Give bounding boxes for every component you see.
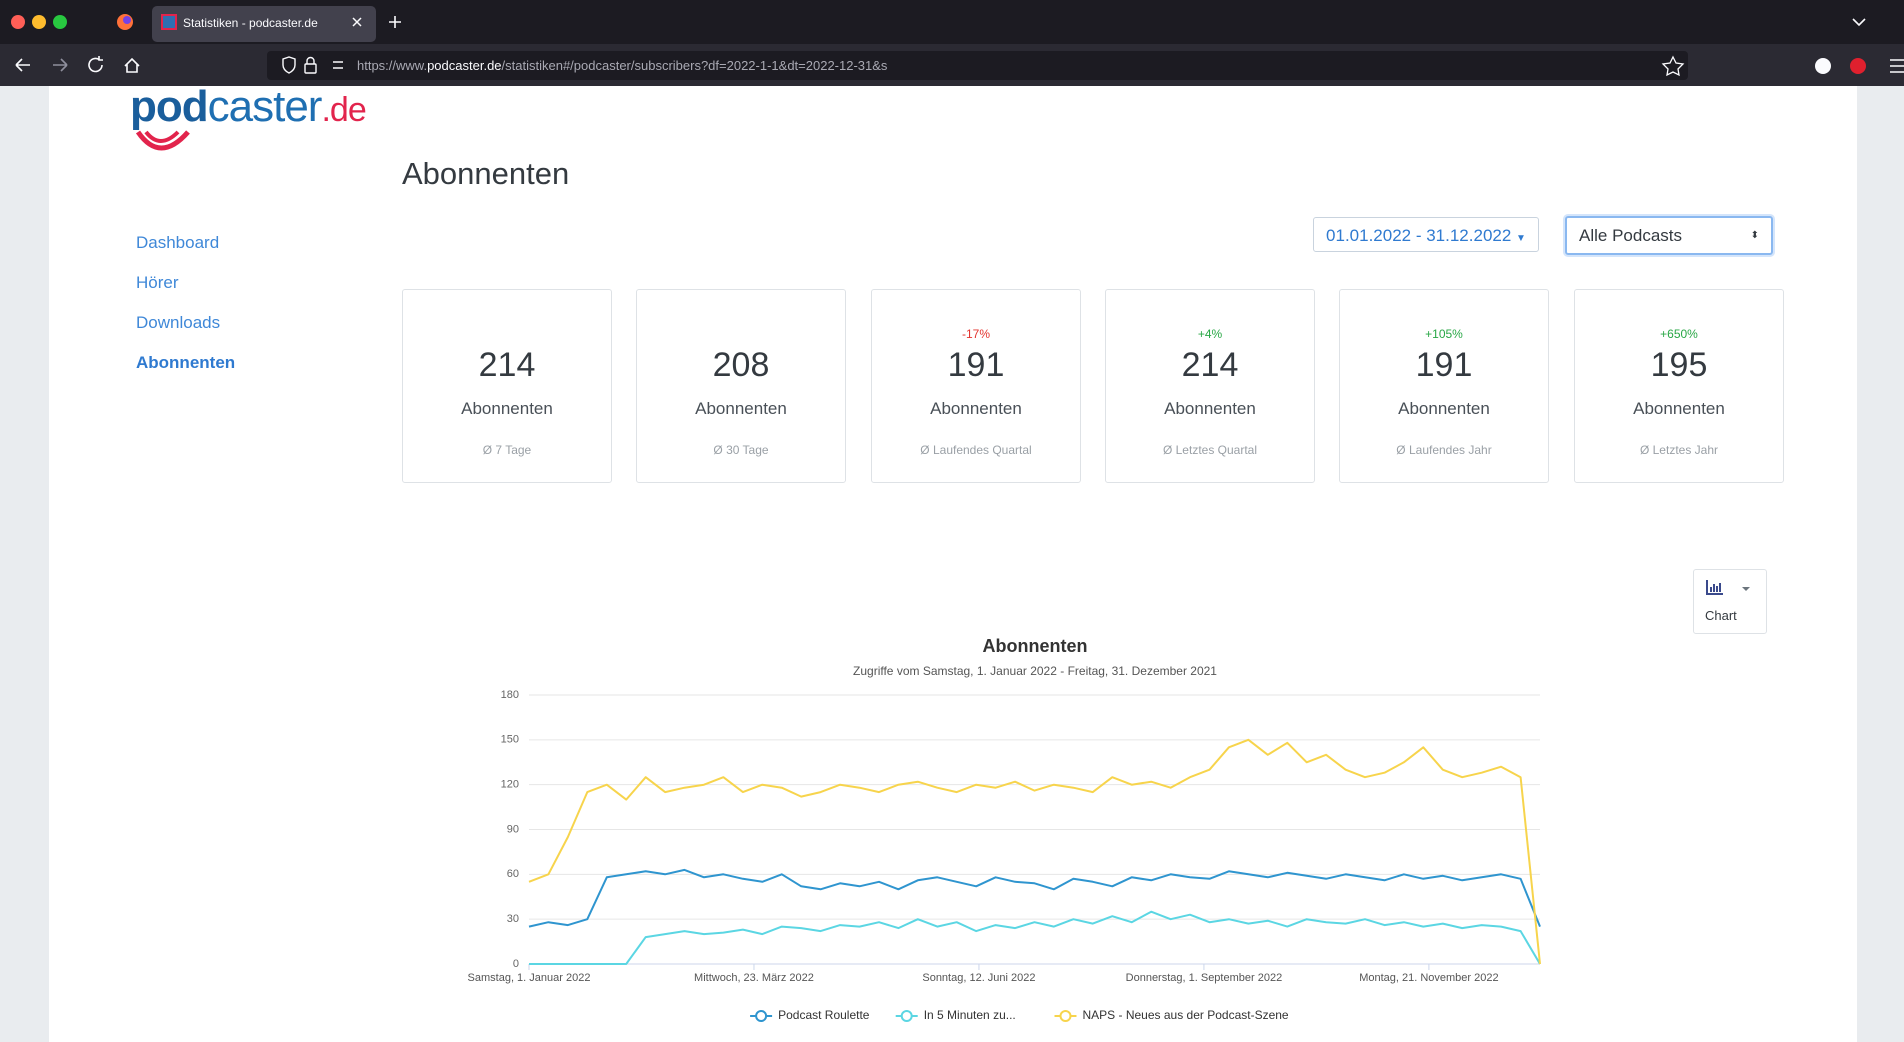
podcast-select[interactable]: Alle Podcasts ⬍ — [1565, 216, 1773, 255]
lock-icon[interactable] — [305, 64, 316, 73]
stat-label: Abonnenten — [1575, 399, 1783, 419]
close-window[interactable] — [11, 15, 25, 29]
stat-card: +4% 214 Abonnenten Ø Letztes Quartal — [1105, 289, 1315, 483]
minimize-window[interactable] — [32, 15, 46, 29]
stat-card: -17% 191 Abonnenten Ø Laufendes Quartal — [871, 289, 1081, 483]
stat-value: 195 — [1575, 346, 1783, 385]
stat-period: Ø Laufendes Jahr — [1340, 443, 1548, 457]
chart-button-icon — [1705, 578, 1755, 598]
nav-link[interactable]: Abonnenten — [136, 353, 235, 373]
stat-period: Ø Letztes Jahr — [1575, 443, 1783, 457]
stat-period: Ø Laufendes Quartal — [872, 443, 1080, 457]
back-button[interactable] — [16, 59, 30, 71]
delta: -17% — [872, 327, 1080, 341]
tracking-shield[interactable] — [283, 57, 295, 73]
permissions-icon[interactable] — [333, 62, 343, 68]
select-arrows: ⬍ — [1751, 218, 1759, 253]
logo-bold: pod — [130, 82, 208, 131]
stat-label: Abonnenten — [872, 399, 1080, 419]
delta: +105% — [1340, 327, 1548, 341]
logo[interactable]: podcaster.de — [130, 82, 366, 132]
extension-m[interactable] — [1815, 58, 1831, 74]
stat-value: 208 — [637, 346, 845, 385]
caret: ▼ — [1516, 233, 1526, 244]
stat-period: Ø Letztes Quartal — [1106, 443, 1314, 457]
stat-value: 214 — [1106, 346, 1314, 385]
firefox-icon-inner — [123, 16, 131, 24]
select-value: Alle Podcasts — [1579, 226, 1682, 245]
nav-link[interactable]: Dashboard — [136, 233, 219, 253]
stat-period: Ø 30 Tage — [637, 443, 845, 457]
stat-card: +105% 191 Abonnenten Ø Laufendes Jahr — [1339, 289, 1549, 483]
stat-value: 191 — [1340, 346, 1548, 385]
stat-card: +650% 195 Abonnenten Ø Letztes Jahr — [1574, 289, 1784, 483]
date-range: 01.01.2022 - 31.12.2022 — [1326, 226, 1511, 245]
logo-main: caster — [208, 82, 322, 131]
tab-list[interactable] — [1853, 19, 1865, 25]
app-menu[interactable] — [1890, 60, 1904, 72]
stat-card: 208 Abonnenten Ø 30 Tage — [636, 289, 846, 483]
favicon — [162, 15, 176, 29]
stat-label: Abonnenten — [1340, 399, 1548, 419]
bookmark-star[interactable] — [1663, 57, 1683, 75]
zoom-window[interactable] — [53, 15, 67, 29]
stat-label: Abonnenten — [403, 399, 611, 419]
logo-tld: .de — [321, 91, 365, 129]
browser-icons — [0, 0, 1904, 86]
reload-button[interactable] — [89, 56, 103, 71]
delta: +650% — [1575, 327, 1783, 341]
nav-link[interactable]: Downloads — [136, 313, 220, 333]
home-button[interactable] — [125, 59, 139, 72]
stat-value: 214 — [403, 346, 611, 385]
stat-card: 214 Abonnenten Ø 7 Tage — [402, 289, 612, 483]
stat-period: Ø 7 Tage — [403, 443, 611, 457]
stat-label: Abonnenten — [637, 399, 845, 419]
extension-red[interactable] — [1850, 58, 1866, 74]
tab-close[interactable] — [353, 18, 361, 26]
forward-button[interactable] — [53, 59, 67, 71]
new-tab[interactable] — [389, 16, 401, 28]
delta: +4% — [1106, 327, 1314, 341]
page-title: Abonnenten — [402, 156, 569, 192]
chart-button-label[interactable]: Chart — [1705, 608, 1737, 623]
stat-label: Abonnenten — [1106, 399, 1314, 419]
date-range-button[interactable]: 01.01.2022 - 31.12.2022 ▼ — [1313, 217, 1539, 252]
stat-value: 191 — [872, 346, 1080, 385]
lock-shackle — [307, 58, 314, 65]
nav-link[interactable]: Hörer — [136, 273, 179, 293]
